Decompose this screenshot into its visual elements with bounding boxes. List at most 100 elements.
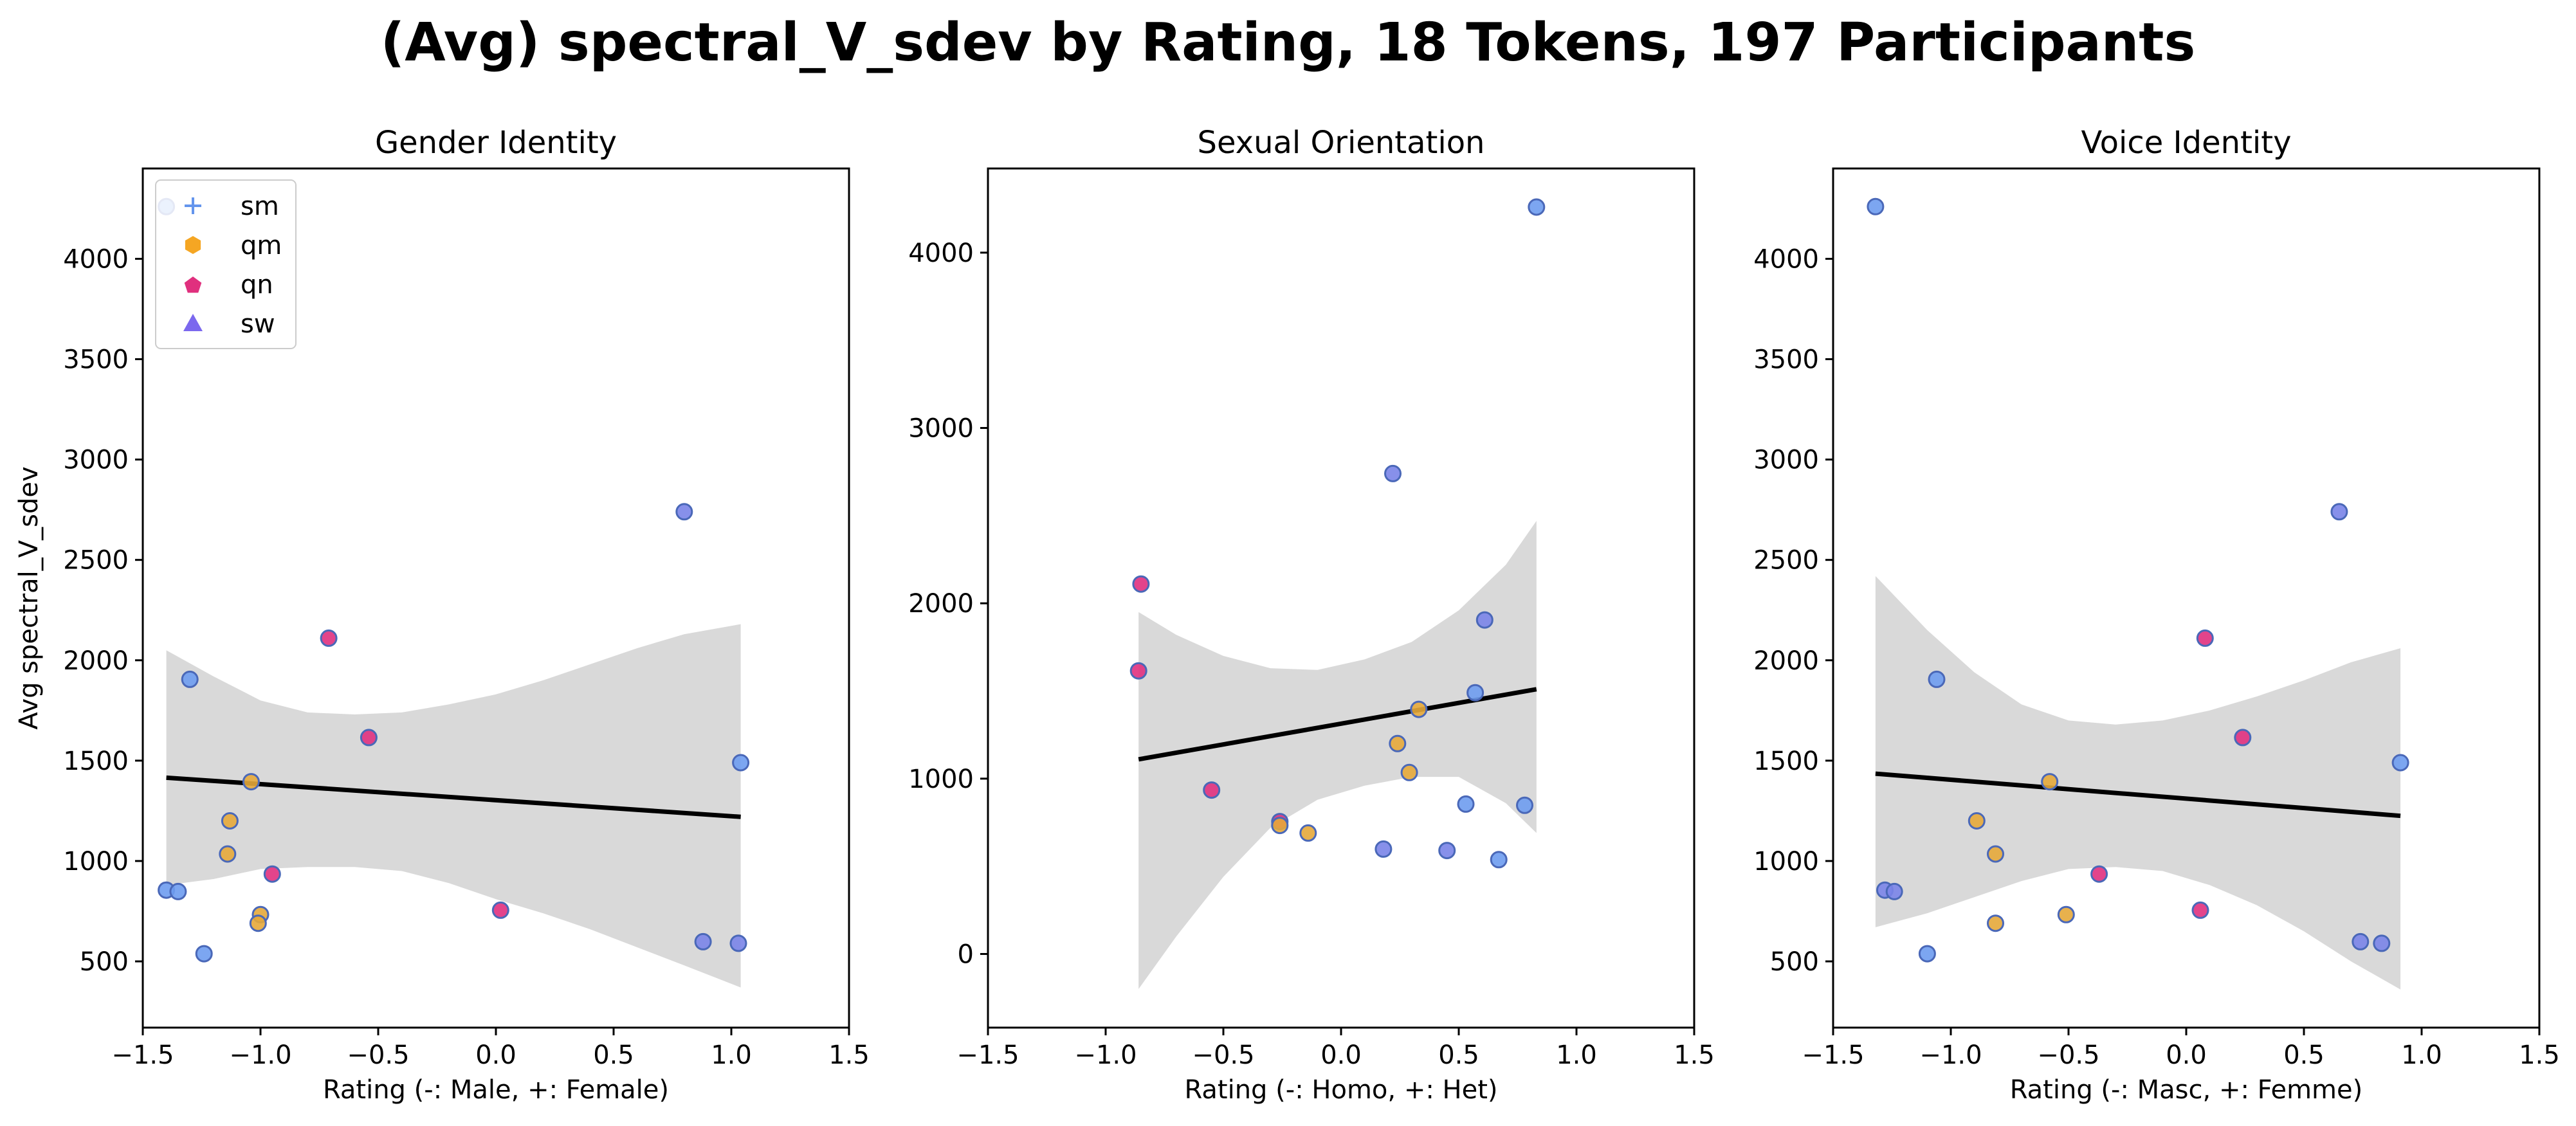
data-point-sw: [2330, 503, 2348, 521]
y-tick-label: 2500: [63, 546, 129, 576]
data-point-qn: [320, 629, 338, 647]
y-tick-label: 500: [80, 947, 129, 977]
data-point-qn: [2234, 729, 2252, 747]
x-tick-label: −1.5: [956, 1040, 1019, 1070]
regression-line: [1875, 771, 2401, 819]
y-tick-label: 0: [958, 940, 974, 969]
x-tick-label: 0.0: [2166, 1040, 2207, 1070]
figure-title: (Avg) spectral_V_sdev by Rating, 18 Toke…: [380, 12, 2196, 73]
legend: sm qm qn sw: [155, 179, 297, 349]
y-tick-label: 3500: [63, 345, 129, 375]
x-tick-label: 0.5: [1438, 1040, 1479, 1070]
x-axis-label: Rating (-: Homo, +: Het): [1184, 1075, 1497, 1105]
y-tick-label: 2000: [1753, 646, 1819, 676]
x-tick-label: 1.5: [2519, 1040, 2560, 1070]
y-tick-label: 3000: [908, 414, 974, 444]
legend-label-sw: sw: [241, 309, 275, 339]
data-point-sw: [675, 503, 693, 521]
data-point-qn: [360, 729, 378, 747]
x-tick-label: 0.5: [593, 1040, 634, 1070]
regression-line: [166, 775, 741, 819]
confidence-band: [1875, 576, 2401, 990]
panel-gender-identity: −1.5 −1.0 −0.5 0.0 0.5 1.0 1.5 500 1000 1500 2000 2…: [14, 125, 870, 1105]
data-point-sm: [1918, 945, 1936, 963]
data-point-sw: [694, 932, 712, 950]
y-tick-label: 1500: [1753, 747, 1819, 776]
data-point-sm: [732, 754, 750, 772]
data-point-sw: [1384, 464, 1402, 482]
x-tick-label: 1.0: [711, 1040, 752, 1070]
legend-marker-hexagon: [185, 236, 201, 254]
data-point-qm: [242, 773, 260, 791]
x-tick-label: −0.5: [347, 1040, 409, 1070]
x-tick-label: 1.0: [1556, 1040, 1597, 1070]
data-point-sm: [1516, 796, 1533, 814]
data-point-qm: [1389, 734, 1407, 752]
legend-box: [155, 179, 297, 349]
data-point-sm: [1466, 684, 1484, 702]
panel-voice-identity: −1.5 −1.0 −0.5 0.0 0.5 1.0 1.5 500 1000 1500 2000 2…: [1753, 125, 2560, 1105]
data-point-qm: [1299, 824, 1317, 842]
panel-title: Gender Identity: [375, 125, 617, 161]
y-axis-label: Avg spectral_V_sdev: [14, 466, 44, 729]
legend-marker-plus: [185, 197, 201, 214]
y-tick-label: 1000: [1753, 847, 1819, 876]
x-tick-label: −1.5: [111, 1040, 174, 1070]
x-axis-label: Rating (-: Male, +: Female): [323, 1075, 669, 1105]
data-point-sm: [1928, 670, 1946, 688]
legend-label-qm: qm: [241, 231, 282, 260]
panel-title: Voice Identity: [2081, 125, 2292, 161]
data-point-qn: [263, 865, 281, 883]
x-tick-label: −0.5: [2037, 1040, 2099, 1070]
y-tick-label: 3500: [1753, 345, 1819, 375]
data-point-qn: [2191, 901, 2209, 919]
y-tick-label: 1000: [908, 765, 974, 794]
axes-frame: [987, 167, 1695, 1029]
data-point-qm: [1987, 914, 2004, 932]
data-point-sm: [169, 882, 187, 900]
x-tick-label: 0.0: [1320, 1040, 1362, 1070]
data-point-qm: [1987, 845, 2004, 863]
panel-sexual-orientation: −1.5 −1.0 −0.5 0.0 0.5 1.0 1.5 0 1000 2000 3000 400…: [908, 125, 1715, 1105]
data-point-qn: [1129, 662, 1147, 680]
legend-marker-triangle: [183, 314, 203, 331]
x-tick-label: −0.5: [1192, 1040, 1254, 1070]
data-point-qm: [1400, 763, 1418, 781]
data-point-qn: [491, 901, 509, 919]
data-point-qm: [219, 845, 237, 863]
data-point-sw: [1438, 842, 1456, 860]
data-point-sm: [1867, 197, 1885, 215]
legend-label-qn: qn: [241, 270, 273, 300]
confidence-band: [1138, 521, 1537, 989]
data-point-qm: [2041, 773, 2059, 791]
legend-marker-pentagon: [184, 277, 202, 293]
confidence-band: [166, 624, 741, 988]
panel-title: Sexual Orientation: [1198, 125, 1485, 161]
data-point-qn: [1203, 781, 1221, 799]
x-tick-label: −1.0: [1074, 1040, 1137, 1070]
data-point-qm: [2057, 905, 2075, 923]
y-tick-label: 3000: [1753, 446, 1819, 475]
y-tick-label: 500: [1770, 947, 1819, 977]
x-tick-label: 1.5: [1674, 1040, 1715, 1070]
y-tick-label: 4000: [63, 244, 129, 274]
regression-line: [1138, 687, 1537, 762]
data-point-sm: [2391, 754, 2409, 772]
x-tick-label: 1.0: [2401, 1040, 2442, 1070]
x-tick-label: −1.0: [1919, 1040, 1982, 1070]
data-point-sm: [1490, 851, 1508, 869]
x-axis-label: Rating (-: Masc, +: Femme): [2010, 1075, 2362, 1105]
data-point-qn: [1132, 575, 1150, 593]
x-tick-label: −1.0: [229, 1040, 291, 1070]
data-point-sm: [181, 670, 199, 688]
y-tick-label: 3000: [63, 446, 129, 475]
data-point-qm: [1271, 817, 1289, 835]
legend-label-sm: sm: [241, 192, 279, 221]
data-point-sw: [2373, 934, 2391, 952]
data-point-sw: [1375, 840, 1393, 858]
data-point-sm: [1457, 795, 1475, 813]
data-point-qn: [2090, 865, 2108, 883]
x-tick-label: −1.5: [1802, 1040, 1864, 1070]
data-point-qm: [1410, 700, 1428, 718]
data-point-sm: [1528, 198, 1546, 216]
